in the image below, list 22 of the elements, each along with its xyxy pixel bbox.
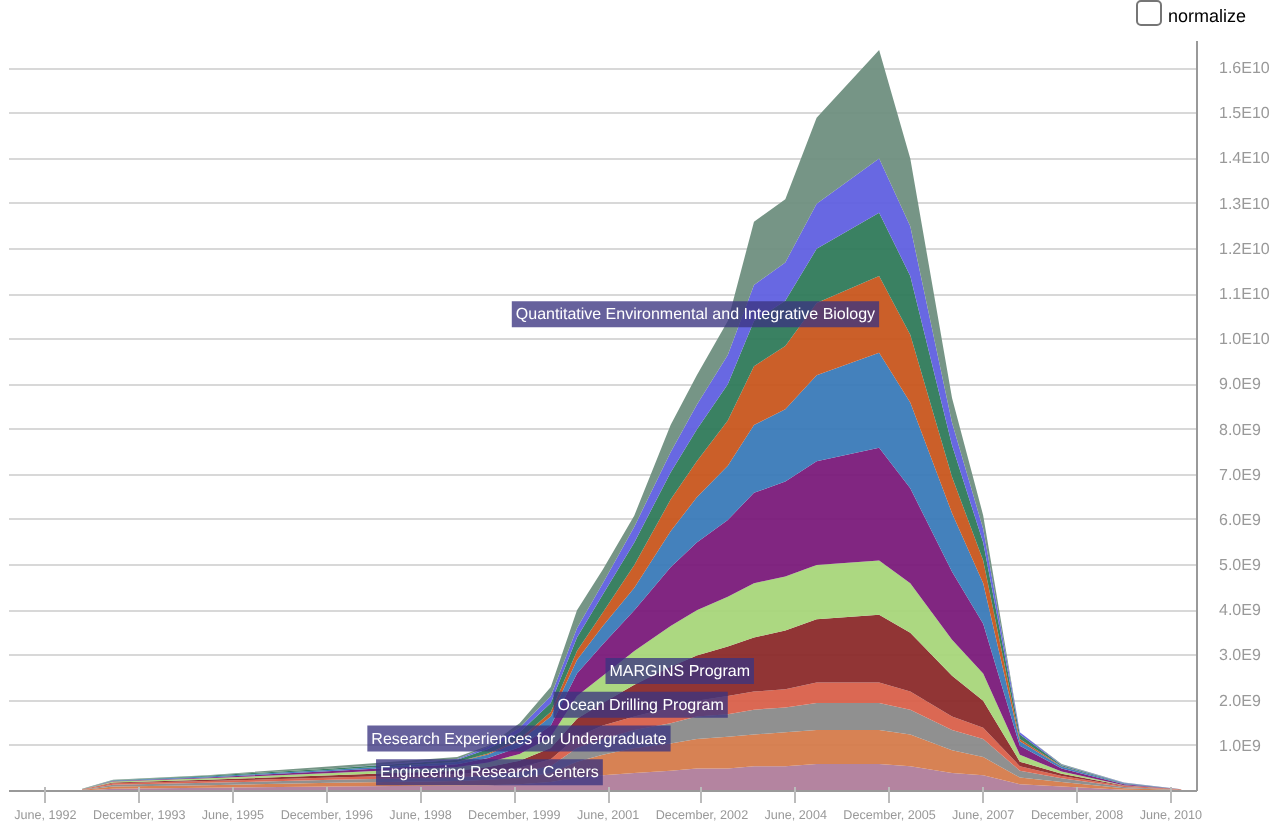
y-tick-label: 6.0E9 [1219, 510, 1262, 529]
text: normalize [1168, 6, 1247, 26]
y-tick-label: 1.3E10 [1219, 194, 1271, 213]
y-tick-label: 1.4E10 [1219, 149, 1271, 168]
y-tick-label: 4.0E9 [1219, 601, 1262, 620]
y-tick-label: 3.0E9 [1219, 646, 1262, 665]
y-tick-label: 1.0E9 [1219, 736, 1262, 755]
y-tick-label: 1.6E10 [1219, 59, 1271, 78]
y-tick-label: 1.0E10 [1219, 330, 1271, 349]
y-tick-label: 2.0E9 [1219, 691, 1262, 710]
y-tick-label: 1.5E10 [1219, 104, 1271, 123]
y-tick-label: 1.2E10 [1219, 239, 1271, 258]
y-tick-label: 9.0E9 [1219, 375, 1262, 394]
series-label: Quantitative Environmental and Integrative Biology [515, 305, 876, 324]
y-tick-label: 7.0E9 [1219, 465, 1262, 484]
y-tick-label: 5.0E9 [1219, 556, 1262, 575]
series-label: Ocean Drilling Program [557, 695, 725, 714]
y-tick-label: 8.0E9 [1219, 420, 1262, 439]
series-label: MARGINS Program [609, 662, 751, 680]
y-tick-label: 1.1E10 [1219, 285, 1271, 304]
series-label: Engineering Research Centers [380, 763, 599, 782]
series-label: Research Experiences for Undergraduate [371, 729, 668, 748]
